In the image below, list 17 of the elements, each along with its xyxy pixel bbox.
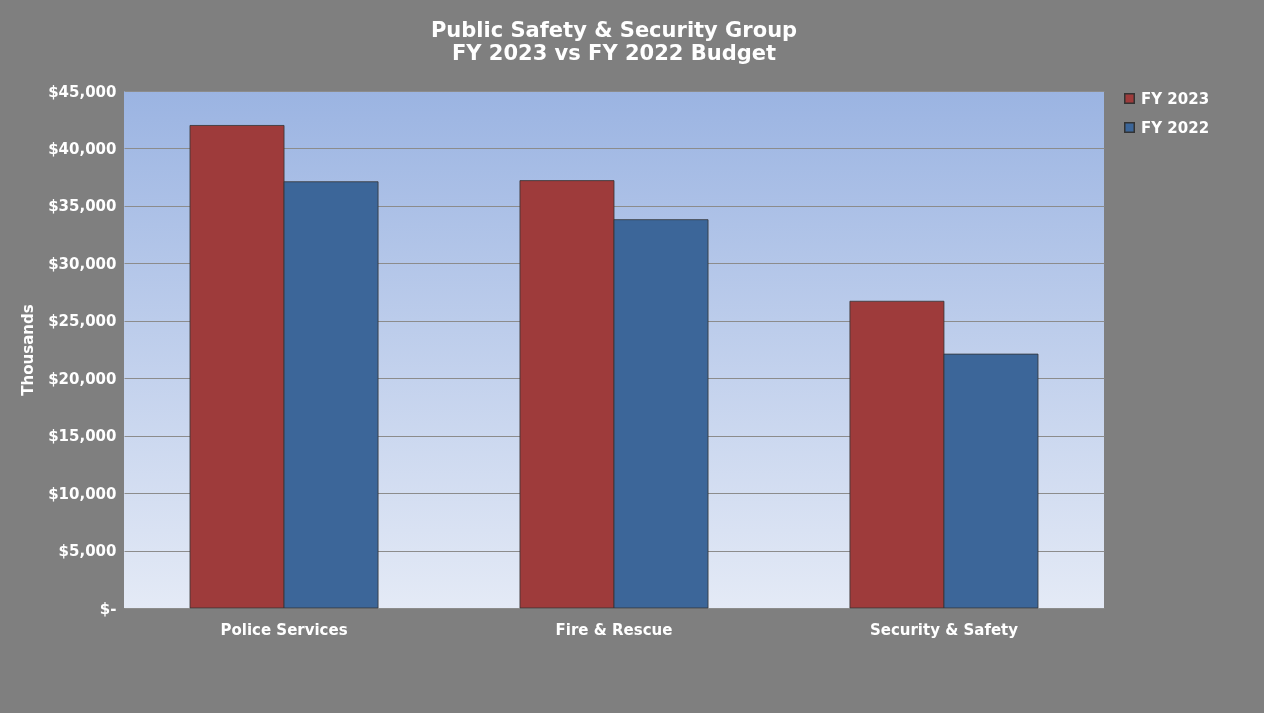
y-tick-label: $15,000 [48, 427, 117, 446]
y-tick-label: $45,000 [48, 82, 117, 101]
y-tick-label: $30,000 [48, 254, 117, 273]
x-tick-label: Security & Safety [869, 620, 1019, 639]
y-tick-label: $40,000 [48, 139, 117, 158]
x-tick-label: Police Services [220, 620, 348, 639]
y-tick-label: $10,000 [48, 484, 117, 503]
y-tick-label: $35,000 [48, 197, 117, 216]
legend-label: FY 2022 [1141, 118, 1210, 137]
y-tick-label: $20,000 [48, 369, 117, 388]
x-tick-label: Fire & Rescue [555, 620, 673, 639]
chart-title: Public Safety & Security Group FY 2023 vs FY 2022 Budget [430, 18, 798, 65]
y-axis-title: Thousands [19, 304, 38, 396]
y-tick-label: $25,000 [48, 312, 117, 331]
y-tick-label: $- [99, 599, 117, 618]
y-tick-label: $5,000 [58, 542, 117, 561]
legend-label: FY 2023 [1141, 89, 1210, 108]
